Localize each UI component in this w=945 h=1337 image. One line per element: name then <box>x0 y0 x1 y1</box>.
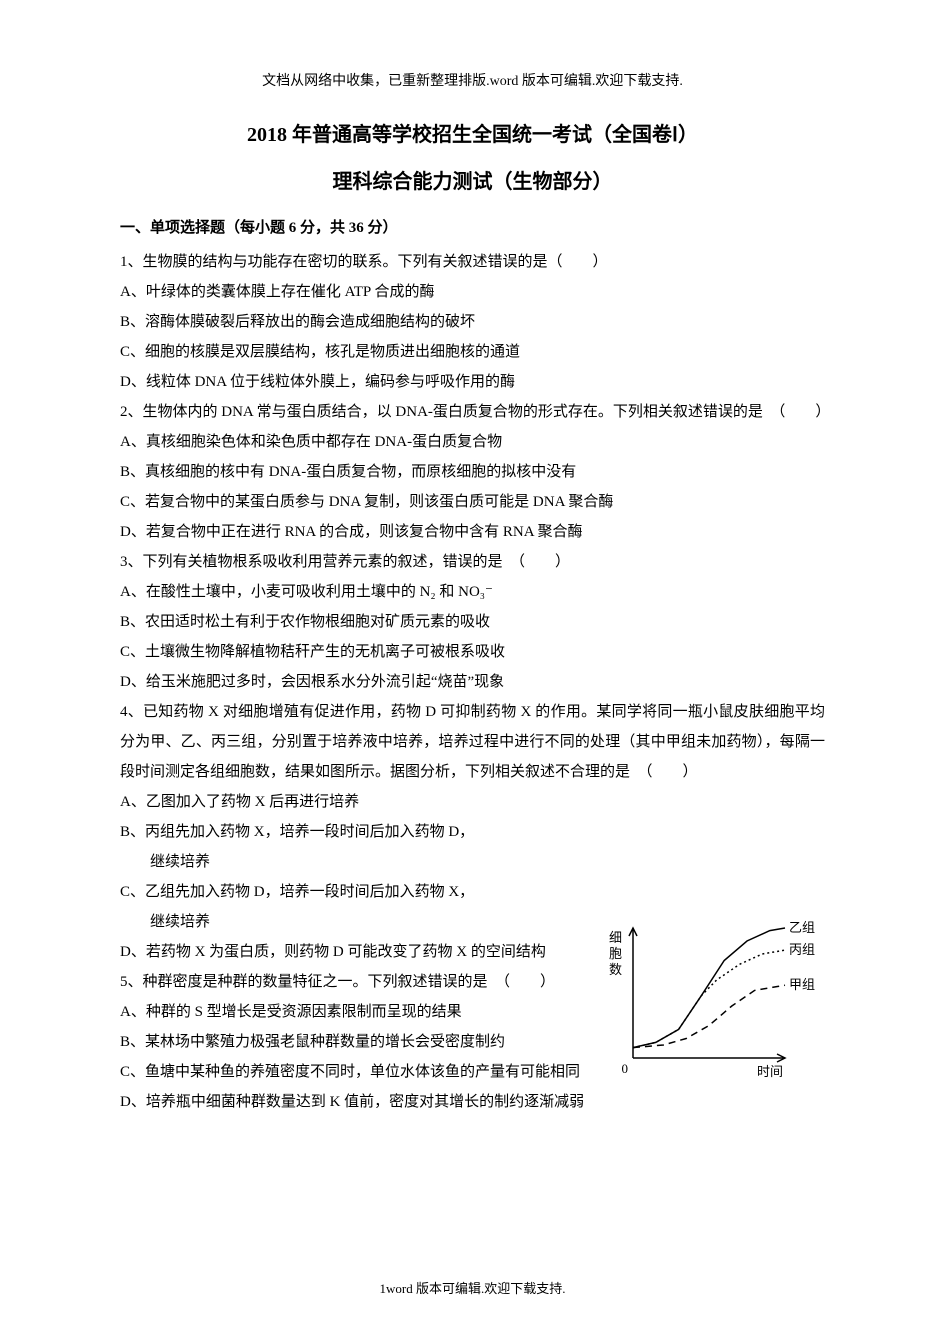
q4-option-b2: 继续培养 <box>120 847 580 877</box>
svg-text:0: 0 <box>622 1061 629 1076</box>
q4-option-a: A、乙图加入了药物 X 后再进行培养 <box>120 787 580 817</box>
title-sub: 理科综合能力测试（生物部分） <box>120 165 825 194</box>
q2-option-d: D、若复合物中正在进行 RNA 的合成，则该复合物中含有 RNA 聚合酶 <box>120 517 825 547</box>
svg-text:丙组: 丙组 <box>789 942 815 957</box>
q5-option-d: D、培养瓶中细菌种群数量达到 K 值前，密度对其增长的制约逐渐减弱 <box>120 1087 825 1117</box>
chart-svg: 细胞数时间 0 乙组丙组甲组 <box>595 918 825 1083</box>
q1-stem: 1、生物膜的结构与功能存在密切的联系。下列有关叙述错误的是（ ） <box>120 247 825 277</box>
q3-option-a: A、在酸性土壤中，小麦可吸收利用土壤中的 N₂ 和 NO₃⁻ <box>120 577 825 607</box>
svg-text:时间: 时间 <box>757 1064 783 1079</box>
q2-option-c: C、若复合物中的某蛋白质参与 DNA 复制，则该蛋白质可能是 DNA 聚合酶 <box>120 487 825 517</box>
q4-option-b: B、丙组先加入药物 X，培养一段时间后加入药物 D， <box>120 817 580 847</box>
q2-option-b: B、真核细胞的核中有 DNA-蛋白质复合物，而原核细胞的拟核中没有 <box>120 457 825 487</box>
cell-count-chart: 细胞数时间 0 乙组丙组甲组 <box>595 918 825 1083</box>
svg-text:细: 细 <box>609 930 622 945</box>
content-area: 一、单项选择题（每小题 6 分，共 36 分） 1、生物膜的结构与功能存在密切的… <box>120 216 825 1117</box>
svg-text:甲组: 甲组 <box>789 977 815 992</box>
section-heading: 一、单项选择题（每小题 6 分，共 36 分） <box>120 216 825 237</box>
q3-stem: 3、下列有关植物根系吸收利用营养元素的叙述，错误的是 （ ） <box>120 547 825 577</box>
header-note: 文档从网络中收集，已重新整理排版.word 版本可编辑.欢迎下载支持. <box>120 70 825 90</box>
q4-option-c2: 继续培养 <box>120 907 580 937</box>
q1-option-b: B、溶酶体膜破裂后释放出的酶会造成细胞结构的破坏 <box>120 307 825 337</box>
q1-option-d: D、线粒体 DNA 位于线粒体外膜上，编码参与呼吸作用的酶 <box>120 367 825 397</box>
q2-option-a: A、真核细胞染色体和染色质中都存在 DNA-蛋白质复合物 <box>120 427 825 457</box>
q3-option-d: D、给玉米施肥过多时，会因根系水分外流引起“烧苗”现象 <box>120 667 825 697</box>
svg-text:乙组: 乙组 <box>789 920 815 935</box>
footer-note: 1word 版本可编辑.欢迎下载支持. <box>0 1278 945 1297</box>
svg-text:数: 数 <box>609 962 622 977</box>
q3-option-c: C、土壤微生物降解植物秸秆产生的无机离子可被根系吸收 <box>120 637 825 667</box>
q4-stem: 4、已知药物 X 对细胞增殖有促进作用，药物 D 可抑制药物 X 的作用。某同学… <box>120 697 825 787</box>
svg-text:胞: 胞 <box>609 946 622 961</box>
q1-option-a: A、叶绿体的类囊体膜上存在催化 ATP 合成的酶 <box>120 277 825 307</box>
q3-option-b: B、农田适时松土有利于农作物根细胞对矿质元素的吸收 <box>120 607 825 637</box>
q2-stem: 2、生物体内的 DNA 常与蛋白质结合，以 DNA-蛋白质复合物的形式存在。下列… <box>120 397 825 427</box>
title-main: 2018 年普通高等学校招生全国统一考试（全国卷Ⅰ） <box>120 118 825 147</box>
q1-option-c: C、细胞的核膜是双层膜结构，核孔是物质进出细胞核的通道 <box>120 337 825 367</box>
q4-option-c: C、乙组先加入药物 D，培养一段时间后加入药物 X， <box>120 877 580 907</box>
